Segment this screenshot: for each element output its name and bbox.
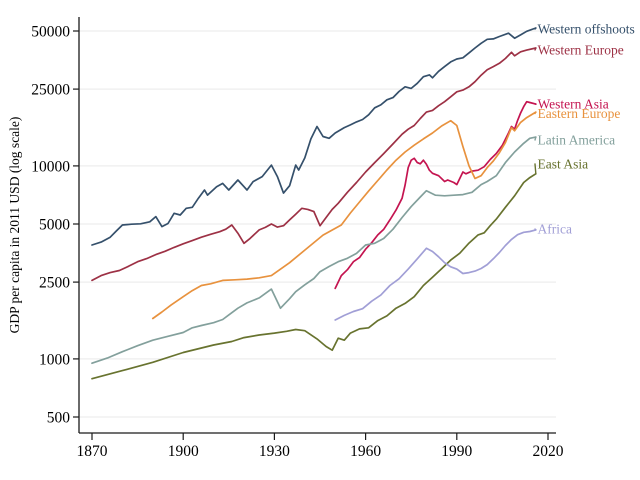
series-label-leader [534, 111, 537, 115]
x-tick-label: 1960 [350, 443, 381, 460]
series-label-africa: Africa [538, 222, 572, 237]
y-tick-label: 1000 [39, 351, 70, 368]
series-line-eastern-europe [151, 111, 537, 320]
y-tick-label: 5000 [39, 217, 70, 234]
series-line-africa [334, 229, 537, 321]
y-tick-label: 10000 [31, 158, 70, 175]
x-tick-label: 1870 [77, 443, 108, 460]
series-label-latin-america: Latin America [538, 133, 616, 148]
x-tick-label: 1930 [259, 443, 290, 460]
series-label-eastern-europe: Eastern Europe [538, 106, 621, 121]
series-label-leader [534, 228, 537, 231]
x-tick-label: 1990 [441, 443, 472, 460]
series-label-leader [534, 163, 537, 175]
x-tick-label: 2020 [533, 443, 564, 460]
series-label-leader [534, 47, 537, 51]
series-label-western-offshoots: Western offshoots [538, 22, 635, 37]
x-tick-label: 1900 [168, 443, 199, 460]
series-label-leader [534, 136, 537, 141]
series-label-leader [534, 27, 537, 30]
y-tick-label: 25000 [31, 82, 70, 99]
series-line-latin-america [91, 136, 537, 365]
series-label-western-asia: Western Asia [538, 97, 609, 112]
series-line-east-asia [91, 172, 537, 380]
series-line-western-europe [91, 47, 537, 282]
y-tick-label: 500 [47, 410, 71, 427]
series-line-western-offshoots [91, 27, 537, 246]
y-tick-label: 2500 [39, 275, 70, 292]
y-tick-label: 50000 [31, 24, 70, 41]
series-label-western-europe: Western Europe [538, 43, 624, 58]
series-label-east-asia: East Asia [538, 157, 589, 172]
